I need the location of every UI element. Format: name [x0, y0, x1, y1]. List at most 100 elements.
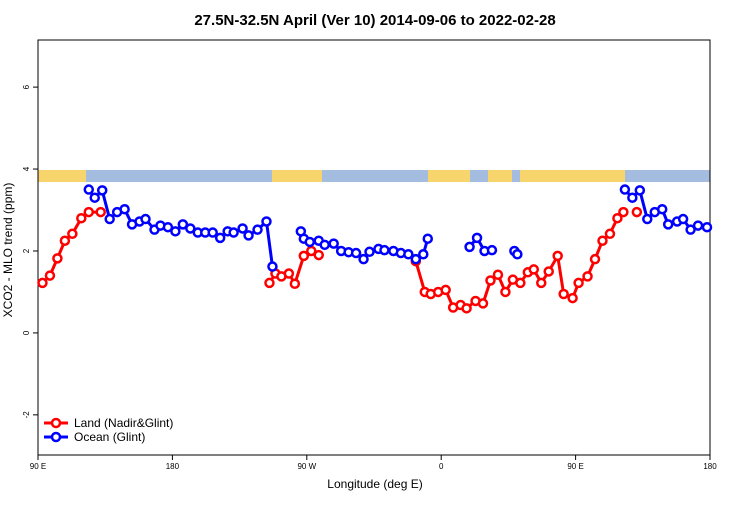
point: [642, 213, 653, 225]
x-tick-label: 90 E: [30, 462, 46, 471]
point: [685, 224, 696, 235]
point: [471, 232, 483, 244]
land-mask: [38, 170, 710, 182]
chart-title: 27.5N-32.5N April (Ver 10) 2014-09-06 to…: [194, 12, 555, 29]
point: [656, 203, 668, 215]
point: [207, 227, 218, 238]
point: [627, 192, 638, 203]
point: [96, 185, 108, 196]
point: [162, 221, 174, 233]
point: [304, 236, 316, 248]
point: [170, 226, 181, 237]
point: [364, 246, 375, 258]
point: [512, 249, 523, 260]
point: [298, 250, 310, 262]
point: [418, 249, 429, 260]
point: [214, 232, 226, 244]
point: [486, 244, 498, 256]
point: [67, 228, 78, 240]
y-tick-label: 2: [22, 248, 31, 253]
point: [37, 277, 48, 289]
point: [567, 292, 578, 304]
point: [589, 253, 601, 265]
point: [350, 247, 362, 259]
point: [237, 223, 248, 234]
point: [440, 284, 451, 296]
point: [558, 288, 569, 300]
point: [422, 233, 434, 244]
land-band: [272, 170, 322, 182]
legend-label: Land (Nadir&Glint): [74, 416, 173, 430]
point: [52, 253, 63, 264]
x-tick-label: 90 W: [297, 462, 316, 471]
point: [634, 185, 646, 196]
point: [252, 224, 263, 235]
point: [403, 249, 414, 260]
point: [140, 213, 151, 225]
x-tick-label: 0: [439, 462, 444, 471]
y-tick-label: 4: [22, 166, 31, 171]
y-tick-label: 0: [22, 330, 31, 335]
point: [59, 235, 71, 246]
point: [618, 206, 629, 218]
point: [264, 277, 275, 289]
point: [692, 220, 704, 231]
point: [95, 206, 106, 218]
land-band: [428, 170, 470, 182]
point: [44, 270, 56, 281]
point: [552, 250, 563, 262]
point: [573, 277, 584, 289]
y-tick-label: -2: [22, 411, 31, 419]
legend-marker: [50, 431, 62, 443]
point: [528, 264, 540, 275]
point: [597, 235, 608, 246]
point: [500, 286, 511, 298]
point: [83, 206, 95, 218]
point: [89, 192, 100, 203]
y-tick-label: 6: [22, 84, 31, 89]
point: [464, 241, 475, 253]
x-tick-label: 180: [166, 462, 180, 471]
point: [477, 298, 489, 309]
point: [267, 261, 278, 272]
point: [485, 275, 496, 286]
point: [701, 221, 713, 233]
legend-label: Ocean (Glint): [74, 430, 145, 444]
point: [243, 230, 254, 241]
point: [662, 219, 674, 230]
point: [536, 277, 547, 289]
point: [261, 216, 272, 227]
point: [604, 228, 616, 240]
series: [83, 184, 713, 272]
point: [313, 249, 324, 261]
point: [104, 213, 115, 225]
point: [619, 184, 631, 195]
point: [289, 278, 301, 290]
point: [612, 212, 623, 224]
x-tick-label: 180: [703, 462, 717, 471]
x-axis-label: Longitude (deg E): [327, 477, 422, 491]
point: [76, 212, 87, 224]
x-tick-label: 90 E: [567, 462, 583, 471]
point: [228, 227, 239, 238]
point: [177, 219, 189, 230]
land-band: [488, 170, 512, 182]
point: [410, 253, 422, 265]
legend-marker: [50, 417, 62, 429]
point: [119, 203, 130, 215]
point: [631, 206, 643, 218]
point: [492, 269, 504, 280]
point: [319, 239, 330, 251]
point: [515, 277, 526, 289]
y-axis-label: XCO2 - MLO trend (ppm): [1, 183, 15, 318]
point: [677, 213, 689, 225]
plot-frame: [37, 39, 711, 456]
series: [38, 208, 640, 312]
point: [358, 253, 369, 265]
point: [543, 266, 554, 277]
point: [582, 271, 593, 282]
land-band: [520, 170, 625, 182]
point: [328, 238, 339, 249]
point: [185, 223, 196, 234]
